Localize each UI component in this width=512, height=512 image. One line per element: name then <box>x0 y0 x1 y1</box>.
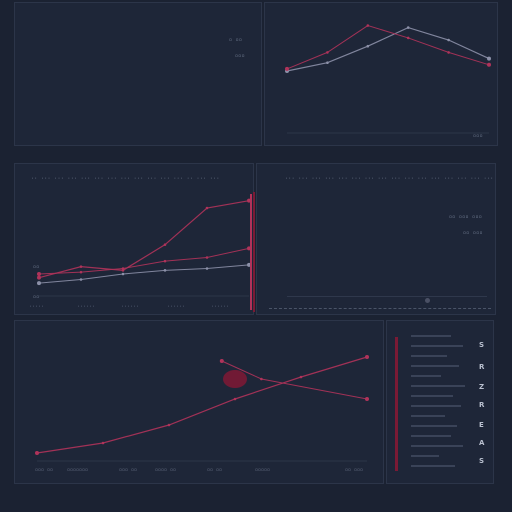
data-point <box>205 256 209 259</box>
panel-bottom-left: ▫▫▫ ▫▫ ▫▫▫▫▫▫▫ ▫▫▫ ▫▫ ▫▫▫▫ ▫▫ ▫▫ ▫▫ ▫▫▫▫… <box>14 320 384 484</box>
list-glyph: A <box>479 439 485 447</box>
data-point <box>37 275 41 280</box>
x-label: ▫▫▫ ▫▫ <box>119 467 138 473</box>
x-label: ······ <box>77 304 96 310</box>
data-point <box>366 44 370 48</box>
data-point <box>406 26 410 29</box>
data-point <box>79 278 83 281</box>
data-point <box>447 51 450 54</box>
data-point <box>163 243 167 246</box>
chart-bottom-left <box>35 355 369 462</box>
panel-top-right: ▫▫▫ <box>264 2 498 146</box>
data-point <box>121 269 125 272</box>
x-label: ······ <box>121 304 140 310</box>
x-label: ······ <box>211 304 230 310</box>
data-point <box>487 62 491 67</box>
data-point <box>121 267 125 270</box>
y-label: ▫▫ <box>33 294 40 300</box>
marker-dot <box>425 298 430 303</box>
x-label: ▫▫▫▫▫▫▫ <box>67 467 89 473</box>
x-label: ▫▫▫▫▫ <box>255 467 271 473</box>
data-point <box>447 38 450 42</box>
footer-label: ▫▫▫ <box>473 133 483 139</box>
x-label: ······ <box>167 304 186 310</box>
list-glyph: S <box>479 341 485 349</box>
data-point <box>79 270 83 274</box>
panel-mid-right: ··· ··· ··· ··· ··· ··· ··· ··· ··· ··· … <box>253 163 496 315</box>
data-point <box>205 206 209 210</box>
series-line-0 <box>38 200 250 279</box>
vertical-marker <box>253 192 255 312</box>
header-label: ·· ··· ··· ··· ··· ··· ··· ··· ··· ··· ·… <box>31 176 220 182</box>
list-glyph: R <box>479 363 485 371</box>
chart-mid-left <box>37 194 252 310</box>
data-point <box>101 441 105 445</box>
header-label: ··· ··· ··· ··· ··· ··· ··· ··· ··· ··· … <box>285 176 494 182</box>
x-label: ▫▫▫ ▫▫ <box>35 467 54 473</box>
data-point <box>365 397 369 401</box>
data-point <box>37 281 41 286</box>
series-line-2 <box>38 264 250 284</box>
y-label: ▫▫ <box>33 264 40 270</box>
list-glyph: Z <box>479 383 485 391</box>
panel-top-left: ▫ ▫▫ ▫▫▫ <box>14 2 262 146</box>
data-point <box>35 451 39 455</box>
list-rows <box>405 331 465 481</box>
list-glyph: S <box>479 457 485 465</box>
x-label: ▫▫▫▫ ▫▫ <box>155 467 177 473</box>
list-glyph: E <box>479 421 484 429</box>
x-axis-ticks <box>269 308 491 310</box>
panel-label: ▫ ▫▫ <box>229 37 243 43</box>
panel-mid-left: ·· ··· ··· ··· ··· ··· ··· ··· ··· ··· ·… <box>14 163 293 315</box>
x-label: ····· <box>29 304 45 310</box>
chart-top-right <box>285 24 491 134</box>
panel-bottom-right: S R Z R E A S <box>386 320 494 484</box>
data-point <box>406 36 410 40</box>
data-point <box>285 66 289 71</box>
data-point <box>299 375 303 379</box>
data-point <box>37 272 41 276</box>
panel-label: ▫▫ ▫▫▫ ▫▫▫ <box>449 214 483 220</box>
highlight-marker <box>223 370 247 388</box>
series-line-1 <box>38 247 250 275</box>
data-point <box>366 24 370 27</box>
list-glyph: R <box>479 401 485 409</box>
data-point <box>163 259 167 263</box>
data-point <box>79 265 83 268</box>
series-line-1 <box>286 24 490 70</box>
data-point <box>205 267 209 270</box>
data-point <box>167 423 171 427</box>
data-point <box>326 51 329 54</box>
data-point <box>121 272 125 276</box>
x-label: ▫▫ ▫▫▫ <box>345 467 364 473</box>
panel-label: ▫▫▫ <box>235 53 245 59</box>
data-point <box>487 56 491 61</box>
data-point <box>326 61 329 65</box>
data-point <box>260 377 263 381</box>
data-point <box>233 397 237 401</box>
x-label: ▫▫ ▫▫ <box>207 467 223 473</box>
panel-label: ▫▫ ▫▫▫ <box>463 230 483 236</box>
series-line-0 <box>36 356 368 454</box>
data-point <box>365 355 369 359</box>
data-point <box>219 359 224 363</box>
series-line-0 <box>286 26 490 72</box>
data-point <box>163 269 167 272</box>
baseline-ticks <box>287 296 487 297</box>
vertical-marker <box>395 337 398 471</box>
